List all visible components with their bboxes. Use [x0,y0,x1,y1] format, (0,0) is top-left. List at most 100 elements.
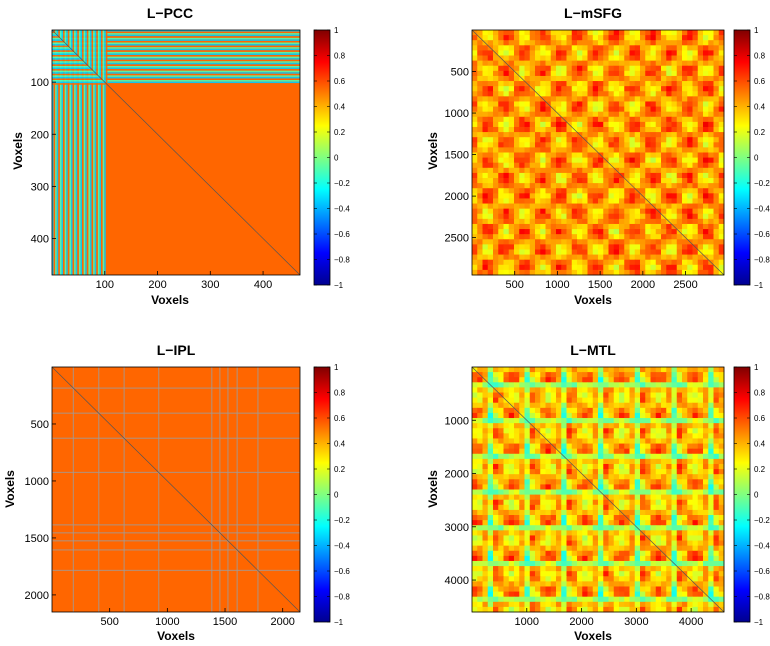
heatmap-cell [613,249,620,255]
heatmap-cell [655,264,662,271]
heatmap-cell [713,576,720,582]
heatmap-cell [472,269,478,276]
heatmap-cell [514,239,520,245]
heatmap-cell [640,30,646,36]
heatmap-cell [482,86,489,92]
heatmap-cell [671,81,678,87]
heatmap-cell [713,81,720,87]
heatmap-cell [540,423,546,429]
heatmap-cell [493,525,499,531]
heatmap-cell [514,229,520,235]
heatmap-cell [666,463,672,470]
heatmap-cell [682,223,688,230]
heatmap-cell [666,198,672,204]
heatmap-cell [655,458,662,465]
heatmap-cell [697,412,704,419]
heatmap-cell [619,586,625,592]
heatmap-cell [713,70,720,77]
heatmap-cell [540,162,546,169]
heatmap-cell [472,581,478,587]
heatmap-cell [571,183,578,189]
heatmap-cell [603,423,609,429]
heatmap-cell [535,75,541,82]
heatmap-cell [598,448,604,455]
heatmap-cell [671,596,678,603]
heatmap-cell [540,121,546,128]
heatmap-cell [545,157,552,164]
heatmap-cell [493,520,499,526]
heatmap-cell [587,50,594,56]
heatmap-cell [634,147,641,153]
heatmap-cell [650,443,657,450]
heatmap-cell [535,188,541,194]
heatmap-stripe [52,44,300,46]
heatmap-cell [472,550,478,557]
heatmap-cell [477,172,483,179]
heatmap-cell [577,494,583,501]
heatmap-cell [666,535,672,541]
heatmap-cell [487,147,494,153]
heatmap-cell [661,86,667,92]
heatmap-cell [524,60,531,67]
heatmap-cell [472,111,478,118]
heatmap-cell [703,581,709,587]
heatmap-cell [571,581,578,587]
heatmap-cell [598,504,604,511]
heatmap-cell [613,438,620,444]
heatmap-cell [535,234,541,240]
heatmap-cell [550,178,557,184]
heatmap-cell [718,30,725,36]
heatmap-cell [692,474,699,480]
heatmap-cell [487,244,494,250]
heatmap-cell [629,530,636,536]
heatmap-cell [487,576,494,582]
x-tick-label: 2500 [673,279,697,291]
heatmap-cell [582,560,588,567]
heatmap-cell [535,525,541,531]
heatmap-cell [472,65,478,72]
heatmap-cell [718,412,725,419]
heatmap-cell [661,402,667,409]
heatmap-cell [645,601,651,608]
heatmap-cell [535,474,541,480]
heatmap-cell [508,428,515,434]
heatmap-cell [482,402,489,409]
heatmap-cell [708,545,714,552]
heatmap-cell [661,566,667,572]
heatmap-cell [634,397,641,404]
heatmap-cell [482,555,489,562]
heatmap-cell [545,86,552,92]
heatmap-cell [598,40,604,46]
heatmap-cell [566,229,573,235]
heatmap-cell [535,249,541,255]
heatmap-cell [482,249,489,255]
heatmap-cell [687,438,693,444]
heatmap-cell [540,571,546,577]
heatmap-cell [718,116,725,123]
heatmap-cell [477,239,483,245]
heatmap-cell [529,397,536,404]
heatmap-cell [550,509,557,516]
heatmap-cell [687,407,693,414]
heatmap-cell [603,397,609,404]
heatmap-cell [587,157,594,164]
heatmap-cell [676,571,683,577]
heatmap-cell [697,193,704,199]
heatmap-cell [587,234,594,240]
heatmap-cell [545,198,552,204]
heatmap-cell [640,96,646,102]
heatmap-cell [655,509,662,516]
heatmap-cell [708,234,714,240]
heatmap-stripe [52,50,300,52]
heatmap-cell [619,596,625,603]
heatmap-cell [545,218,552,225]
heatmap-cell [608,137,615,143]
heatmap-cell [634,387,641,393]
heatmap-cell [503,111,510,118]
heatmap-cell [487,555,494,562]
heatmap-cell [718,402,725,409]
heatmap-cell [566,397,573,404]
heatmap-cell [697,188,704,194]
colorbar-tick-label: −1 [334,281,344,290]
heatmap-cell [472,525,478,531]
